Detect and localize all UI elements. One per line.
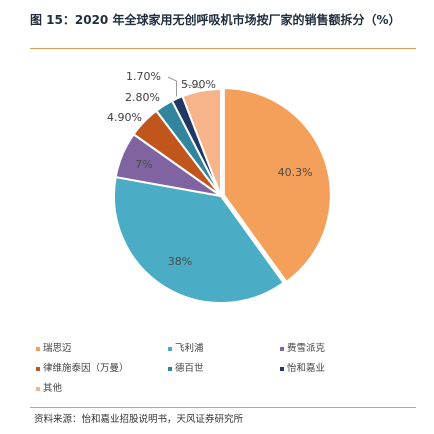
legend-swatch [36,346,40,351]
slice-data-label: 40.3% [278,166,313,179]
label-leader-line [167,76,177,97]
legend-item-others: 其他 [36,380,62,394]
slice-data-label: 1.70% [126,70,161,83]
legend-label: 律维施泰因（万曼） [43,363,129,374]
legend-label: 费雪派克 [287,343,326,354]
legend-item-philips: 飞利浦 [168,340,204,354]
pie-slice [222,87,332,284]
label-leader-line [183,83,202,89]
legend-swatch [168,366,172,371]
legend-item-bmc: 怡和嘉业 [280,360,325,374]
legend-swatch [36,366,40,371]
legend-item-fisher-paykel: 费雪派克 [280,340,325,354]
slice-data-label: 4.90% [107,111,142,124]
pie-slice [113,175,285,304]
legend-label: 飞利浦 [175,343,204,354]
slice-data-label: 2.80% [125,91,160,104]
legend-item-lowenstein: 律维施泰因（万曼） [36,360,129,374]
slice-data-label: 38% [168,255,192,268]
legend-swatch [168,346,172,351]
legend-label: 怡和嘉业 [287,363,326,374]
slice-data-label: 7% [135,158,152,171]
chart-title: 图 15：2020 年全球家用无创呼吸机市场按厂家的销售额拆分（%） [30,13,401,27]
legend-swatch [280,346,284,351]
source-note: 资料来源：怡和嘉业招股说明书，天风证券研究所 [34,414,244,425]
legend-label: 瑞思迈 [43,343,72,354]
legend-item-devilbiss: 德百世 [168,360,204,374]
slice-data-label: 5.90% [181,78,216,91]
legend-label: 德百世 [175,363,204,374]
pie-slice [181,87,222,197]
source-divider [30,407,416,408]
legend-swatch [280,366,284,371]
legend-swatch [36,386,40,391]
title-divider [30,48,416,49]
legend-item-resmed: 瑞思迈 [36,340,72,354]
legend-label: 其他 [43,383,63,394]
